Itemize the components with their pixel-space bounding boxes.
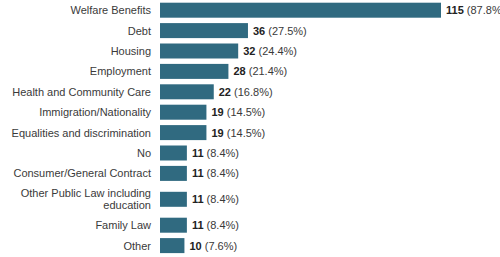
category-label: Immigration/Nationality xyxy=(39,106,151,118)
data-label: 32 (24.4%) xyxy=(243,45,297,57)
category-label: Debt xyxy=(128,25,151,37)
bar xyxy=(160,3,441,18)
data-label: 36 (27.5%) xyxy=(253,25,307,37)
bar xyxy=(160,125,206,140)
bar xyxy=(160,23,248,38)
category-label: Equalities and discrimination xyxy=(12,127,151,139)
chart: Welfare Benefits 115 (87.8%) Debt 36 (27.5%… xyxy=(0,0,500,257)
data-label: 10 (7.6%) xyxy=(189,240,237,252)
category-label: Family Law xyxy=(95,219,151,231)
bar xyxy=(160,166,187,181)
category-label: Consumer/General Contract xyxy=(13,167,151,179)
data-label: 11 (8.4%) xyxy=(192,147,239,159)
data-label: 22 (16.8%) xyxy=(219,86,273,98)
bars xyxy=(160,3,441,253)
bar xyxy=(160,218,187,233)
category-label: Employment xyxy=(90,65,151,77)
category-label: Welfare Benefits xyxy=(70,4,151,16)
data-label: 11 (8.4%) xyxy=(192,167,239,179)
category-label: Other Public Law includingeducation xyxy=(21,187,151,211)
data-label: 19 (14.5%) xyxy=(211,127,265,139)
bar xyxy=(160,238,184,253)
bar xyxy=(160,84,214,99)
category-label: Other xyxy=(123,240,151,252)
category-label: Housing xyxy=(111,45,151,57)
bar xyxy=(160,64,228,79)
category-label: Health and Community Care xyxy=(12,86,151,98)
category-label: No xyxy=(137,147,151,159)
bar xyxy=(160,105,206,120)
data-label: 115 (87.8%) xyxy=(446,4,500,16)
data-label: 11 (8.4%) xyxy=(192,219,239,231)
data-label: 11 (8.4%) xyxy=(192,193,239,205)
bar xyxy=(160,44,238,59)
data-label: 19 (14.5%) xyxy=(211,106,265,118)
bar xyxy=(160,192,187,207)
bar xyxy=(160,146,187,161)
data-label: 28 (21.4%) xyxy=(233,65,287,77)
